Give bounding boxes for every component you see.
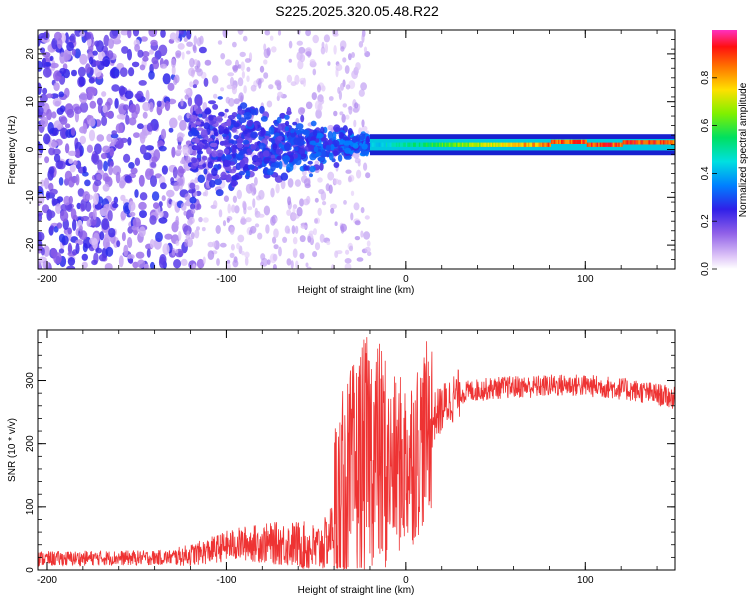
y-tick-label: 0	[25, 146, 36, 152]
y-tick-label: 0	[25, 567, 36, 573]
colorbar-tick-label: 0.0	[700, 262, 711, 276]
x-tick-label: 0	[403, 274, 409, 285]
x-tick-label: -100	[216, 575, 236, 586]
y-tick-label: -20	[25, 237, 36, 252]
x-tick-label: 100	[577, 575, 594, 586]
snr-y-label: SNR (10 * v/v)	[7, 418, 18, 482]
spectrogram-y-label: Frequency (Hz)	[7, 116, 18, 185]
y-tick-label: 20	[25, 48, 36, 60]
colorbar-tick-label: 0.8	[700, 70, 711, 84]
snr-series-line	[38, 337, 675, 570]
colorbar-tick-label: 0.6	[700, 118, 711, 132]
snr-frame	[37, 329, 676, 571]
y-tick-label: 300	[25, 372, 36, 389]
y-tick-label: 100	[25, 498, 36, 515]
colorbar-label: Normalized spectral amplitude	[738, 82, 749, 217]
y-tick-label: 10	[25, 96, 36, 108]
colorbar-ticks: 0.0 0.2 0.4 0.6 0.8	[700, 70, 717, 276]
chart-title: S225.2025.320.05.48.R22	[275, 3, 439, 19]
y-tick-label: 200	[25, 435, 36, 452]
x-tick-label: -200	[37, 575, 57, 586]
colorbar-tick-label: 0.4	[700, 166, 711, 180]
colorbar-tick-label: 0.2	[700, 214, 711, 228]
spectrogram-x-label: Height of straight line (km)	[298, 285, 415, 296]
snr-x-label: Height of straight line (km)	[298, 585, 415, 596]
y-tick-label: -10	[25, 190, 36, 205]
spectrogram-heatmap	[38, 30, 675, 269]
snr-panel: -200 -100 0 100 0 100 200 300 Height of straigh…	[7, 329, 676, 596]
snr-axes: -200 -100 0 100 0 100 200 300	[25, 329, 675, 586]
x-tick-label: -200	[37, 274, 57, 285]
x-tick-label: -100	[216, 274, 236, 285]
x-tick-label: 0	[403, 575, 409, 586]
colorbar: 0.0 0.2 0.4 0.6 0.8 Normalized spectral ampl…	[700, 30, 749, 276]
colorbar-gradient	[712, 30, 737, 269]
x-tick-label: 100	[577, 274, 594, 285]
